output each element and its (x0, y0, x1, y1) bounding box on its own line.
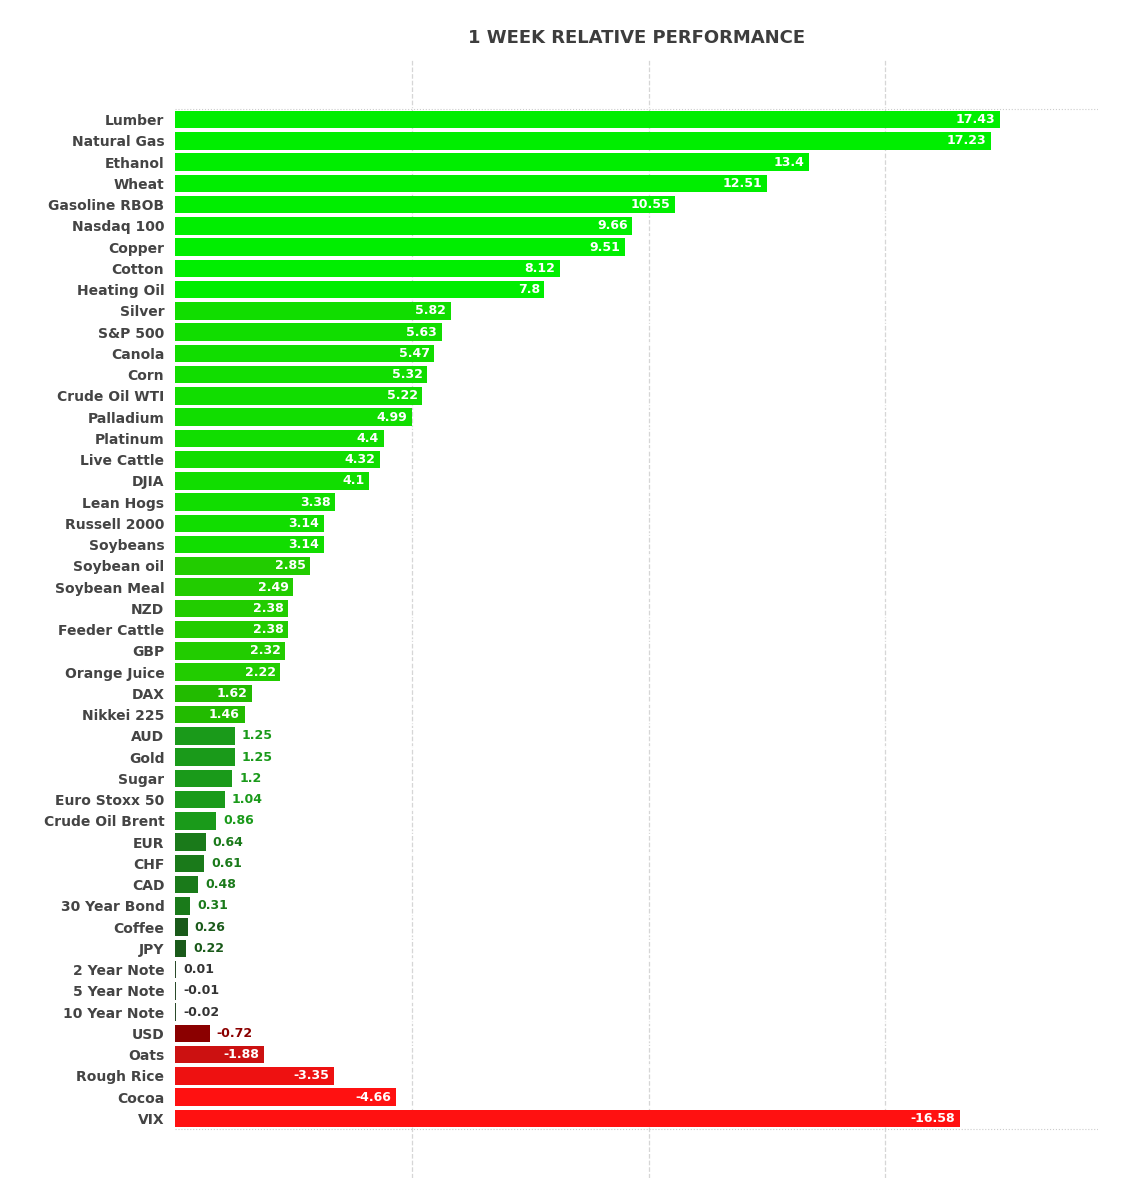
Bar (175, 791, 224, 809)
Bar (175, 600, 288, 617)
Text: 5.82: 5.82 (415, 304, 446, 317)
Bar (175, 558, 310, 575)
Text: 4.4: 4.4 (357, 432, 379, 445)
Text: -3.35: -3.35 (293, 1070, 329, 1083)
Bar (175, 642, 285, 660)
Bar (175, 1046, 265, 1064)
Text: 3.14: 3.14 (289, 517, 319, 530)
Text: 0.01: 0.01 (183, 963, 214, 976)
Bar (175, 1089, 396, 1106)
Bar (175, 918, 188, 936)
Text: -4.66: -4.66 (355, 1090, 392, 1103)
Text: 4.99: 4.99 (376, 411, 406, 423)
Bar (175, 727, 234, 744)
Bar (175, 111, 1000, 129)
Text: -1.88: -1.88 (224, 1048, 259, 1061)
Bar (175, 514, 324, 532)
Bar (175, 218, 633, 234)
Text: 0.64: 0.64 (213, 835, 243, 849)
Bar (175, 387, 422, 405)
Bar (175, 940, 186, 957)
Text: 2.32: 2.32 (250, 644, 281, 657)
Text: 0.31: 0.31 (197, 899, 229, 912)
Text: 1.62: 1.62 (216, 686, 248, 700)
Bar (175, 302, 451, 320)
Bar (175, 1025, 209, 1042)
Bar (175, 706, 245, 724)
Text: -0.72: -0.72 (216, 1027, 252, 1040)
Text: 2.38: 2.38 (252, 623, 283, 636)
Bar (175, 749, 234, 766)
Bar (175, 536, 324, 553)
Text: 2.38: 2.38 (252, 602, 283, 615)
Bar (175, 855, 204, 873)
Text: 0.86: 0.86 (223, 815, 254, 827)
Bar (175, 365, 427, 383)
Text: 1.2: 1.2 (239, 772, 261, 785)
Text: 5.47: 5.47 (398, 347, 429, 359)
Text: 5.32: 5.32 (392, 368, 422, 381)
Bar (175, 409, 412, 426)
Text: 4.1: 4.1 (343, 475, 365, 487)
Bar (175, 174, 767, 192)
Text: 1.04: 1.04 (232, 793, 263, 807)
Text: 9.51: 9.51 (590, 240, 620, 254)
Bar (175, 621, 288, 638)
Text: 17.23: 17.23 (946, 135, 986, 148)
Bar (175, 578, 293, 596)
Bar (175, 494, 335, 511)
Bar (175, 238, 625, 256)
Bar (175, 154, 809, 171)
Bar (175, 897, 190, 915)
Title: 1 WEEK RELATIVE PERFORMANCE: 1 WEEK RELATIVE PERFORMANCE (469, 29, 805, 47)
Bar (175, 196, 675, 213)
Text: 8.12: 8.12 (524, 262, 555, 275)
Text: 10.55: 10.55 (631, 198, 670, 212)
Text: 7.8: 7.8 (517, 284, 540, 296)
Text: 0.22: 0.22 (192, 942, 224, 954)
Text: 1.25: 1.25 (242, 730, 273, 743)
Text: 0.48: 0.48 (205, 879, 237, 891)
Bar (175, 281, 544, 298)
Bar (175, 429, 384, 447)
Bar (175, 472, 369, 489)
Text: 5.22: 5.22 (387, 389, 418, 403)
Text: 3.14: 3.14 (289, 538, 319, 552)
Bar (175, 132, 990, 149)
Bar (175, 876, 198, 893)
Bar (175, 1109, 960, 1127)
Text: 13.4: 13.4 (774, 155, 805, 168)
Text: 4.32: 4.32 (344, 453, 375, 466)
Text: 9.66: 9.66 (598, 220, 628, 232)
Bar (175, 1067, 334, 1084)
Text: -16.58: -16.58 (910, 1112, 955, 1125)
Text: -0.01: -0.01 (183, 984, 220, 998)
Text: 2.49: 2.49 (258, 581, 289, 594)
Bar (175, 260, 559, 278)
Text: 2.85: 2.85 (275, 559, 306, 572)
Text: 5.63: 5.63 (406, 326, 437, 339)
Text: 1.46: 1.46 (209, 708, 240, 721)
Bar (175, 833, 206, 851)
Bar (175, 813, 216, 829)
Bar (175, 345, 435, 362)
Text: 0.61: 0.61 (212, 857, 242, 870)
Bar (175, 769, 232, 787)
Text: 2.22: 2.22 (245, 666, 276, 679)
Bar (175, 323, 441, 341)
Text: 17.43: 17.43 (955, 113, 995, 126)
Text: -0.02: -0.02 (183, 1006, 220, 1018)
Bar (175, 664, 281, 680)
Bar (175, 685, 252, 702)
Text: 1.25: 1.25 (242, 751, 273, 763)
Bar (175, 451, 380, 469)
Text: 3.38: 3.38 (300, 495, 331, 508)
Text: 12.51: 12.51 (723, 177, 763, 190)
Text: 0.26: 0.26 (195, 921, 225, 934)
